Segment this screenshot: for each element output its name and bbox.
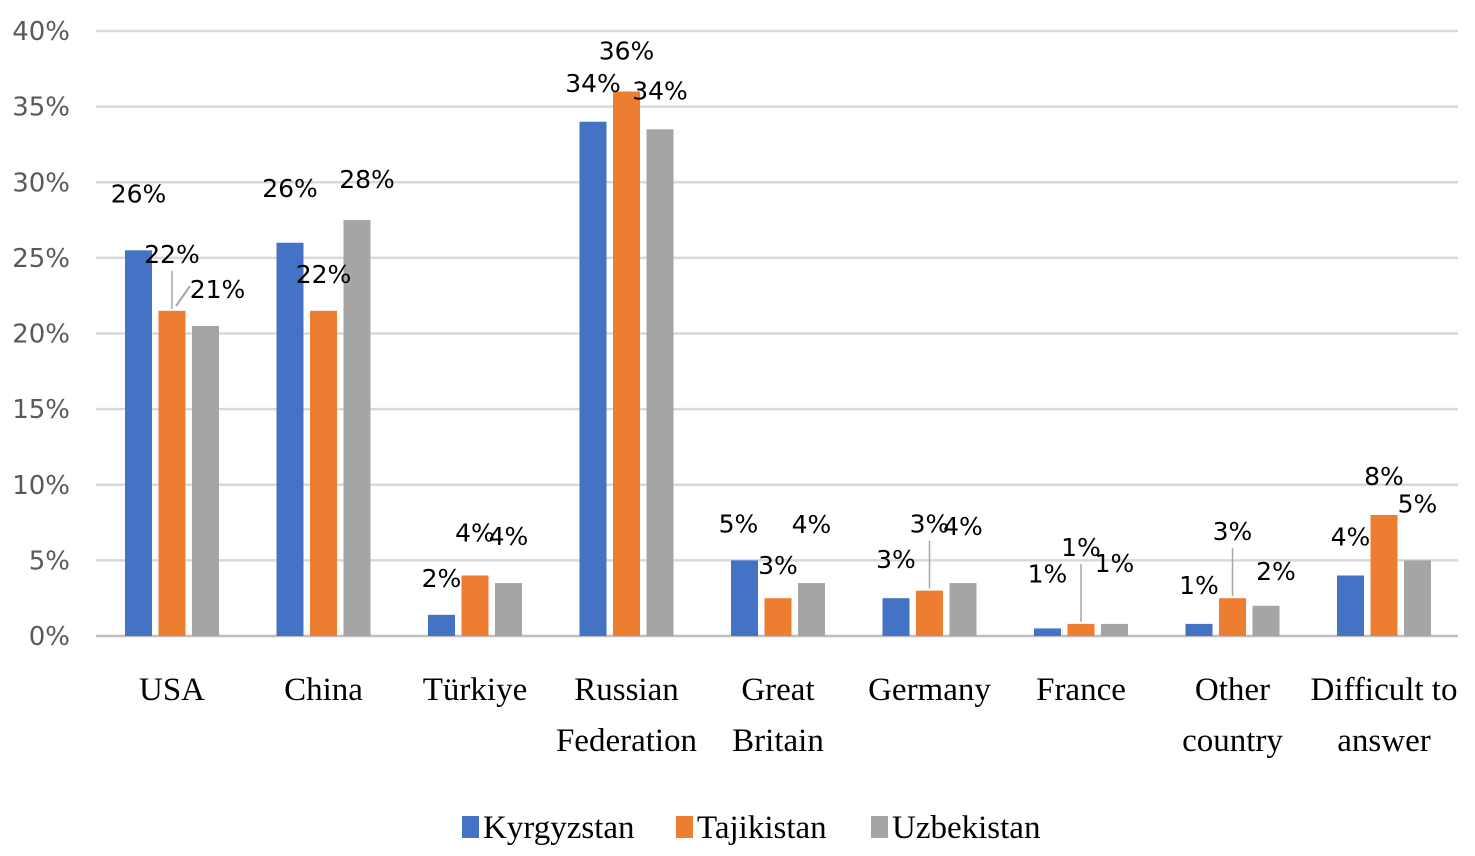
bar-tajikistan-0 [158,310,186,636]
data-label: 4% [455,519,495,548]
label-leader-lines [171,270,1234,622]
bar-kyrgyzstan-8 [1337,575,1364,636]
legend: Kyrgyzstan Tajikistan Uzbekistan [462,810,1040,846]
x-tick-label: Difficult to [1311,672,1458,708]
y-tick-label: 20% [12,320,70,350]
data-label: 4% [489,522,529,551]
data-label: 4% [943,512,983,541]
data-label: 1% [1179,571,1219,600]
y-tick-label: 0% [29,622,70,652]
bar-tajikistan-1 [310,310,337,636]
bar-tajikistan-4 [764,598,792,636]
data-label: 2% [1256,557,1296,586]
data-label: 4% [792,510,832,539]
bar-tajikistan-3 [613,91,640,636]
data-label: 3% [758,551,798,580]
bar-kyrgyzstan-5 [882,598,910,636]
legend-label: Uzbekistan [892,810,1040,846]
x-tick-label: Britain [732,723,824,759]
bar-uzbekistan-7 [1252,605,1280,636]
bar-tajikistan-2 [461,575,489,636]
data-label: 34% [632,76,688,105]
bar-kyrgyzstan-3 [579,121,607,636]
x-tick-label: Russian [574,672,679,708]
data-label: 1% [1061,533,1101,562]
legend-swatch [871,816,888,838]
bar-uzbekistan-1 [343,220,371,636]
bar-kyrgyzstan-0 [125,250,152,636]
y-tick-label: 10% [12,471,70,501]
y-axis-ticks: 0% 5% 10% 15% 20% 25% 30% 35% 40% [12,17,70,652]
data-label: 3% [876,545,916,574]
bar-uzbekistan-3 [646,129,674,636]
label-leader-line [175,285,191,307]
data-label: 22% [296,260,352,289]
data-label: 21% [190,275,246,304]
x-tick-label: Other [1195,672,1270,708]
data-labels: 26%22%21%26%22%28%2%4%4%34%36%34%5%3%4%3… [111,37,1438,600]
x-tick-label: France [1036,672,1126,708]
bar-tajikistan-6 [1067,623,1095,636]
bar-kyrgyzstan-6 [1034,628,1061,636]
x-tick-label: country [1182,723,1283,759]
y-tick-label: 30% [12,168,70,198]
data-label: 5% [719,509,759,538]
bar-kyrgyzstan-1 [276,242,304,636]
data-label: 1% [1028,559,1068,588]
data-label: 5% [1398,489,1438,518]
data-label: 34% [565,69,621,98]
data-label: 3% [910,510,950,539]
x-tick-label: China [284,672,363,708]
y-tick-label: 35% [12,93,70,123]
data-label: 26% [262,174,318,203]
bar-kyrgyzstan-2 [428,614,455,636]
data-label: 22% [144,240,200,269]
x-tick-label: Federation [556,723,697,759]
x-tick-label: USA [139,672,205,708]
bars [125,91,1431,636]
legend-label: Kyrgyzstan [483,810,635,846]
x-tick-label: Great [741,672,814,708]
bar-kyrgyzstan-7 [1185,623,1213,636]
legend-swatch [462,816,479,838]
y-tick-label: 15% [12,395,70,425]
bar-uzbekistan-0 [192,325,219,636]
bar-uzbekistan-8 [1404,560,1431,636]
data-label: 4% [1331,523,1371,552]
y-tick-label: 5% [29,546,70,576]
data-label: 2% [422,564,462,593]
x-tick-label: Türkiye [423,672,527,708]
data-label: 36% [599,37,655,66]
x-tick-label: answer [1337,723,1430,759]
data-label: 8% [1364,462,1404,491]
data-label: 1% [1095,549,1135,578]
x-axis-ticks: USA China Türkiye Russian Federation Great Bri… [139,672,1457,759]
legend-label: Tajikistan [697,810,827,846]
data-label: 26% [111,179,167,208]
bar-tajikistan-8 [1370,515,1398,636]
y-tick-label: 25% [12,244,70,274]
bar-tajikistan-5 [916,590,943,636]
legend-swatch [676,816,693,838]
bar-uzbekistan-6 [1101,623,1128,636]
x-tick-label: Germany [868,672,991,708]
bar-uzbekistan-4 [798,583,825,636]
bar-kyrgyzstan-4 [731,560,758,636]
bar-tajikistan-7 [1219,598,1246,636]
bar-uzbekistan-2 [495,583,522,636]
data-label: 28% [339,165,395,194]
y-tick-label: 40% [12,17,70,47]
bar-uzbekistan-5 [949,583,977,636]
data-label: 3% [1213,517,1253,546]
